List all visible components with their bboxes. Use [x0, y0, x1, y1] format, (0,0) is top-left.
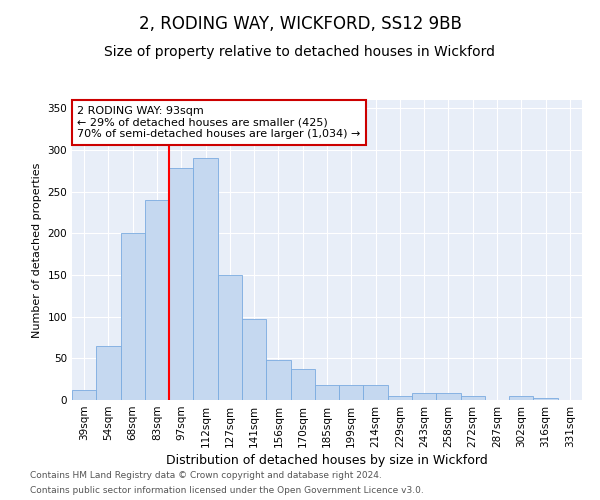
Text: 2 RODING WAY: 93sqm
← 29% of detached houses are smaller (425)
70% of semi-detac: 2 RODING WAY: 93sqm ← 29% of detached ho… — [77, 106, 361, 139]
Bar — [388, 396, 412, 400]
Bar — [315, 385, 339, 400]
Bar — [339, 385, 364, 400]
Bar — [266, 360, 290, 400]
Text: Size of property relative to detached houses in Wickford: Size of property relative to detached ho… — [104, 45, 496, 59]
Bar — [364, 385, 388, 400]
Bar — [96, 346, 121, 400]
Bar — [72, 390, 96, 400]
Bar — [193, 158, 218, 400]
Bar — [242, 319, 266, 400]
Bar — [169, 168, 193, 400]
Bar — [509, 396, 533, 400]
Bar — [461, 396, 485, 400]
Bar — [145, 200, 169, 400]
Bar — [533, 398, 558, 400]
Bar — [218, 275, 242, 400]
Bar — [436, 394, 461, 400]
Text: 2, RODING WAY, WICKFORD, SS12 9BB: 2, RODING WAY, WICKFORD, SS12 9BB — [139, 15, 461, 33]
Bar — [412, 394, 436, 400]
Bar — [121, 234, 145, 400]
Bar — [290, 369, 315, 400]
Y-axis label: Number of detached properties: Number of detached properties — [32, 162, 42, 338]
Text: Contains HM Land Registry data © Crown copyright and database right 2024.: Contains HM Land Registry data © Crown c… — [30, 471, 382, 480]
X-axis label: Distribution of detached houses by size in Wickford: Distribution of detached houses by size … — [166, 454, 488, 467]
Text: Contains public sector information licensed under the Open Government Licence v3: Contains public sector information licen… — [30, 486, 424, 495]
